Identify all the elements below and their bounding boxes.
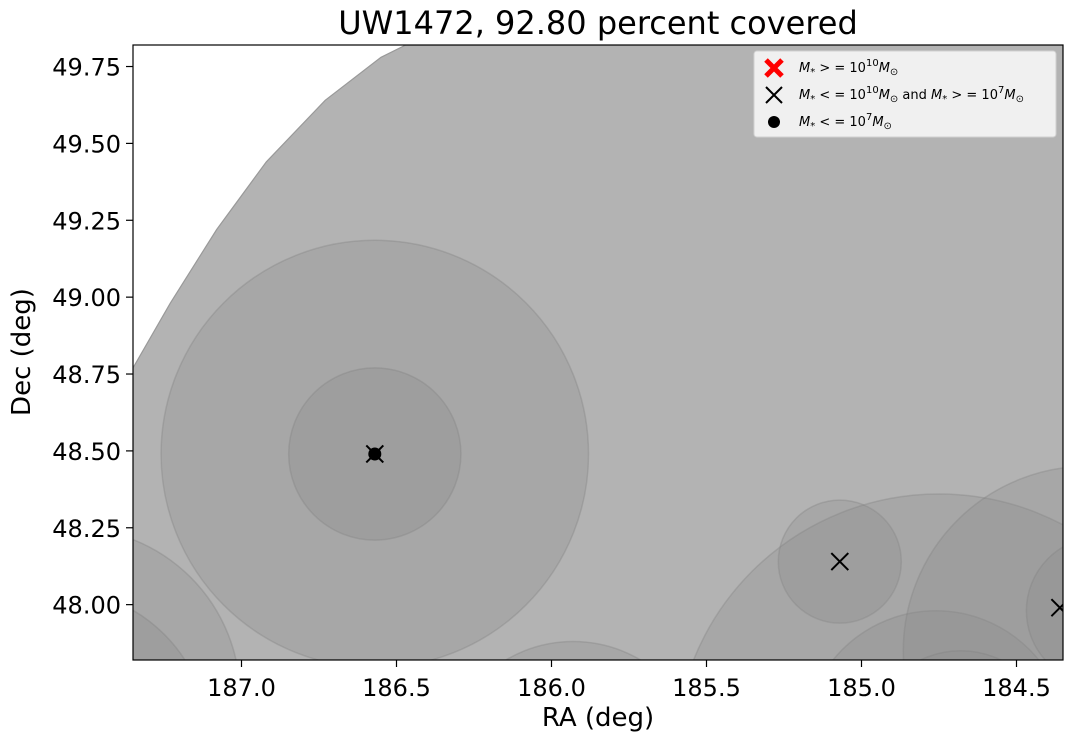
x-tick-label-3: 185.5: [672, 674, 741, 702]
legend-entry-mid-mass: M* < = 1010M⊙ and M* > = 107M⊙: [765, 85, 1024, 105]
marker-x-1-1: [830, 552, 850, 571]
legend-label-mid-mass: M* < = 1010M⊙ and M* > = 107M⊙: [799, 85, 1024, 105]
y-tick-label-0: 48.00: [52, 592, 121, 620]
y-tick-label-2: 48.50: [52, 438, 121, 466]
x-axis-label: RA (deg): [542, 703, 654, 733]
shadow-disc-3: [133, 538, 237, 660]
coverage-region: [133, 45, 1063, 660]
x-tick-label-5: 184.5: [982, 674, 1051, 702]
plot-frame: [132, 44, 1064, 661]
legend-label-high-mass: M* > = 1010M⊙: [799, 58, 898, 78]
legend-entry-low-mass: M* < = 107M⊙: [768, 112, 892, 132]
x-tick-label-4: 185.0: [827, 674, 896, 702]
shadow-disc-5: [504, 640, 642, 660]
legend-red-x-marker-icon: [764, 58, 784, 78]
data-markers: [365, 444, 1063, 617]
shadow-disc-8: [902, 467, 1063, 660]
y-axis-ticks: 48.00 48.25 48.50 48.75 49.00 49.25 49.50 49.75: [52, 54, 133, 620]
legend-label-low-mass: M* < = 107M⊙: [799, 112, 892, 132]
legend-dot-marker-icon: [768, 116, 780, 128]
plot-area: [133, 45, 1063, 660]
marker-x-1-2: [1050, 598, 1063, 617]
x-tick-label-1: 186.5: [362, 674, 431, 702]
y-axis-label: Dec (deg): [7, 288, 37, 416]
chart-title: UW1472, 92.80 percent covered: [338, 4, 858, 42]
x-tick-label-2: 186.0: [517, 674, 586, 702]
legend: M* > = 1010M⊙ M* < = 1010M⊙ and M* > = 1…: [753, 50, 1057, 138]
x-axis-ticks: 187.0 186.5 186.0 185.5 185.0 184.5: [207, 660, 1051, 702]
marker-dot-0: [368, 447, 382, 461]
legend-box: [753, 50, 1057, 138]
shadow-disc-10: [918, 650, 1003, 660]
y-tick-label-6: 49.50: [52, 130, 121, 158]
shadow-disc-6: [692, 493, 1063, 660]
shadow-disc-4: [133, 609, 186, 660]
legend-x-marker-icon: [765, 86, 783, 104]
y-tick-label-3: 48.75: [52, 361, 121, 389]
legend-entry-high-mass: M* > = 1010M⊙: [764, 58, 898, 78]
shadow-disc-7: [832, 610, 1040, 660]
shadow-disc-9: [1025, 546, 1063, 660]
x-tick-label-0: 187.0: [207, 674, 276, 702]
y-tick-label-4: 49.00: [52, 284, 121, 312]
y-tick-label-7: 49.75: [52, 54, 121, 82]
y-tick-label-1: 48.25: [52, 515, 121, 543]
y-tick-label-5: 49.25: [52, 207, 121, 235]
